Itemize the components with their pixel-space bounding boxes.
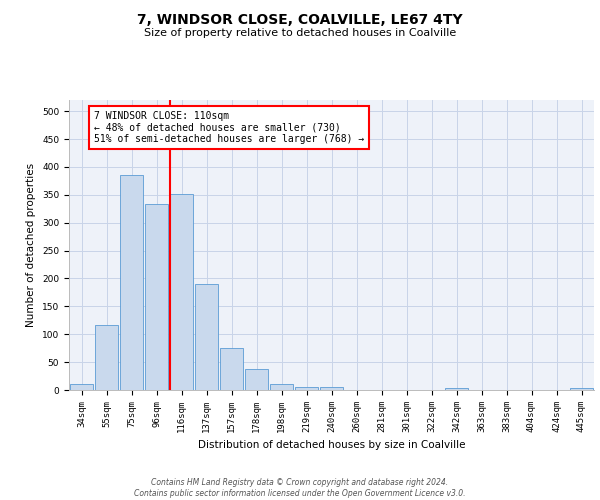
Text: 7, WINDSOR CLOSE, COALVILLE, LE67 4TY: 7, WINDSOR CLOSE, COALVILLE, LE67 4TY (137, 12, 463, 26)
Bar (295, 386, 318, 390)
Y-axis label: Number of detached properties: Number of detached properties (26, 163, 37, 327)
Bar (220, 348, 243, 390)
Bar (270, 384, 293, 390)
Bar (170, 194, 193, 390)
Bar (320, 387, 343, 390)
Bar (120, 176, 143, 390)
Bar (570, 388, 593, 390)
Bar (195, 284, 218, 390)
X-axis label: Distribution of detached houses by size in Coalville: Distribution of detached houses by size … (198, 440, 465, 450)
Text: Contains HM Land Registry data © Crown copyright and database right 2024.
Contai: Contains HM Land Registry data © Crown c… (134, 478, 466, 498)
Bar (145, 204, 168, 390)
Text: 7 WINDSOR CLOSE: 110sqm
← 48% of detached houses are smaller (730)
51% of semi-d: 7 WINDSOR CLOSE: 110sqm ← 48% of detache… (94, 111, 364, 144)
Bar (245, 369, 268, 390)
Bar (445, 388, 468, 390)
Bar (70, 384, 93, 390)
Text: Size of property relative to detached houses in Coalville: Size of property relative to detached ho… (144, 28, 456, 38)
Bar (95, 325, 118, 390)
